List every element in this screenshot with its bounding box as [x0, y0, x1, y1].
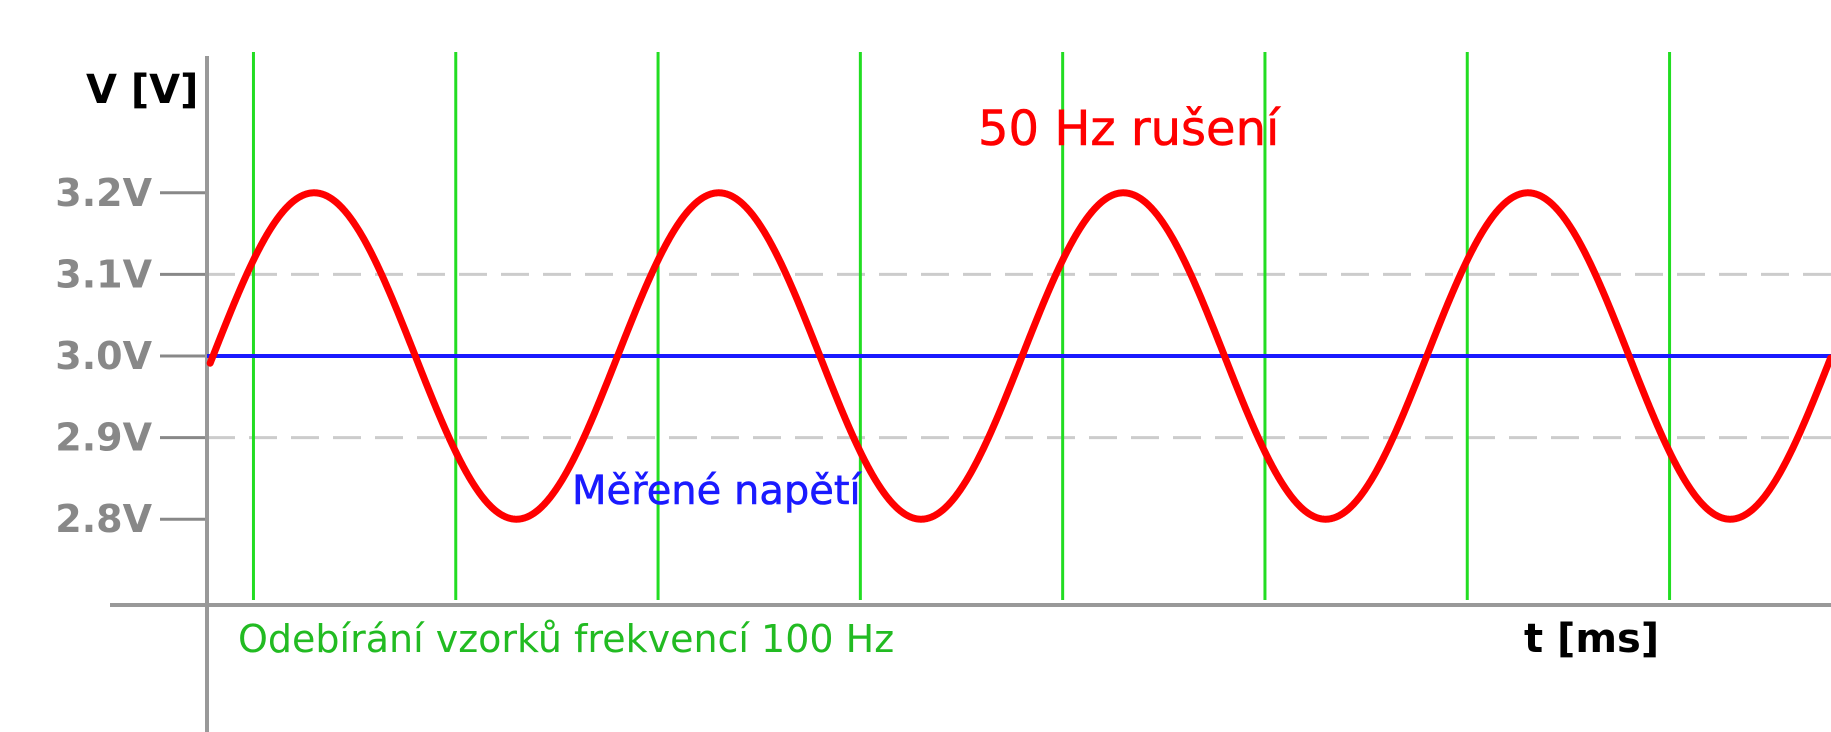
x-axis-label: t [ms] — [1524, 616, 1659, 662]
y-tick-label: 2.9V — [55, 416, 152, 460]
y-tick-label: 3.1V — [55, 252, 152, 296]
axes — [110, 56, 1831, 732]
gridlines — [207, 272, 1831, 440]
legend-label-noise: 50 Hz rušení — [978, 101, 1281, 157]
y-axis-label: V [V] — [86, 67, 198, 113]
series-line-noise — [206, 189, 1831, 523]
series — [206, 189, 1831, 523]
y-tick-label: 2.8V — [55, 497, 152, 541]
sample-lines — [251, 52, 1672, 600]
y-tick-label: 3.2V — [55, 171, 152, 215]
sampling-label: Odebírání vzorků frekvencí 100 Hz — [238, 617, 894, 661]
y-ticks: 3.2V 3.1V 3.0V 2.9V 2.8V — [55, 171, 205, 541]
legend-label-measured: Měřené napětí — [572, 468, 863, 514]
y-tick-label: 3.0V — [55, 334, 152, 378]
